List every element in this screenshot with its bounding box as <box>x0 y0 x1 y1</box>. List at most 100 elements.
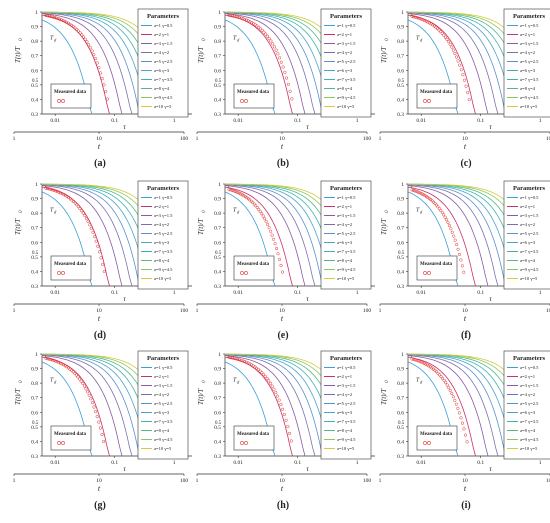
inner-y-axis-label-sub: d <box>54 380 57 385</box>
inner-x-tick-label: 1 <box>173 460 176 466</box>
x-tick-label: 10 <box>96 136 102 142</box>
measured-data-box <box>416 255 458 281</box>
legend: Parameters a=1 γ=0.5 a=2 γ=1 a=3 γ=1.5 a=4 γ… <box>320 8 372 118</box>
y-axis-label: T(t)/T <box>380 388 388 405</box>
series-line <box>224 12 323 115</box>
legend: Parameters a=1 γ=0.5 a=2 γ=1 a=3 γ=1.5 a=4 γ… <box>137 180 189 290</box>
measured-point <box>467 98 471 102</box>
x-tick-label: 10 <box>279 478 285 484</box>
inner-x-tick-label: 0.01 <box>233 290 243 296</box>
measured-point <box>246 361 250 365</box>
measured-point <box>233 189 237 193</box>
legend-entry-label: a=2 γ=1 <box>520 204 536 209</box>
measured-point <box>55 189 59 194</box>
y-axis-label-group: T(t)/T 0 <box>14 210 24 235</box>
y-axis-label-group: T(t)/T 0 <box>380 380 390 405</box>
measured-point <box>260 371 264 375</box>
legend-title: Parameters <box>330 13 363 20</box>
measured-point <box>461 73 465 77</box>
measured-point <box>104 90 108 94</box>
inner-x-tick-label: 0.1 <box>111 290 118 296</box>
y-axis-label-sub: 0 <box>385 38 390 41</box>
legend-entry-label: a=10 γ=5 <box>154 276 172 281</box>
measured-point <box>419 360 423 364</box>
measured-point <box>51 15 55 19</box>
measured-point <box>418 17 422 21</box>
inner-x-tick-label: 0.01 <box>233 460 243 466</box>
measured-point <box>54 359 58 363</box>
measured-point <box>423 18 427 23</box>
x-tick-label: 1 <box>13 136 16 142</box>
measured-point <box>444 218 449 222</box>
legend-entry-label: a=3 γ=1.5 <box>154 213 173 218</box>
inner-y-axis-label: T <box>50 36 54 42</box>
series-line <box>41 191 93 287</box>
measured-point <box>228 188 233 192</box>
measured-point <box>97 420 101 424</box>
measured-point <box>413 15 417 19</box>
legend-entry-label: a=2 γ=1 <box>337 204 353 209</box>
measured-marker-icon <box>423 441 427 445</box>
measured-point <box>265 376 269 381</box>
measured-point <box>422 361 426 365</box>
legend-entry-label: a=8 γ=4 <box>520 428 536 433</box>
series-line <box>224 354 316 457</box>
y-axis-label-sub: 0 <box>202 38 207 41</box>
legend-entry-label: a=7 γ=3.5 <box>337 77 356 82</box>
y-tick-label: 0.3 <box>397 284 404 290</box>
x-tick-label: 100 <box>180 308 189 314</box>
measured-point <box>61 19 65 23</box>
measured-point <box>239 358 243 362</box>
measured-point <box>232 14 236 18</box>
y-tick-label: 0.8 <box>214 39 221 45</box>
series-line <box>224 361 276 457</box>
x-tick-label: 1 <box>196 136 199 142</box>
measured-point <box>230 14 235 18</box>
measured-point <box>290 97 294 101</box>
measured-point <box>62 363 66 367</box>
x-axis-label: t <box>98 142 101 151</box>
measured-marker-icon <box>244 271 248 275</box>
measured-point <box>262 372 266 376</box>
inner-y-tick-label: 0.5 <box>215 251 222 256</box>
y-tick-label: 0.4 <box>397 97 404 103</box>
measured-marker-icon <box>61 271 65 275</box>
measured-point <box>244 360 248 364</box>
measured-point <box>256 368 260 372</box>
y-tick-label: 0.6 <box>397 410 404 416</box>
measured-point <box>462 427 466 431</box>
measured-point <box>59 191 63 195</box>
series-line <box>41 12 140 115</box>
measured-point <box>236 191 240 195</box>
measured-point <box>443 215 447 219</box>
y-tick-label: 1 <box>401 10 404 16</box>
measured-point <box>95 415 99 419</box>
y-tick-label: 0.9 <box>214 197 221 203</box>
measured-point <box>419 191 423 195</box>
inner-y-axis-label-sub: d <box>54 38 57 43</box>
measured-point <box>441 376 445 380</box>
measured-point <box>447 386 451 390</box>
chart-panel-h: 10.90.80.70.60.50.40.3T d10.50.01 0.1 1τ1 10… <box>196 350 375 493</box>
measured-point <box>451 48 455 52</box>
measured-point <box>258 369 262 373</box>
measured-point <box>269 39 273 43</box>
measured-point <box>436 205 440 209</box>
measured-point <box>80 209 84 213</box>
measured-point <box>425 363 429 367</box>
measured-point <box>241 17 245 21</box>
measured-point <box>49 15 53 19</box>
y-tick-label: 0.3 <box>397 454 404 460</box>
legend-title: Parameters <box>147 13 180 20</box>
measured-point <box>234 357 238 361</box>
y-tick-label: 0.6 <box>397 68 404 74</box>
measured-point <box>286 82 290 86</box>
y-axis-label: T(t)/T <box>14 46 22 63</box>
inner-y-axis-label-sub: d <box>54 210 57 215</box>
measured-point <box>445 37 449 41</box>
legend-entry-label: a=10 γ=5 <box>154 446 172 451</box>
legend-entry-label: a=3 γ=1.5 <box>520 383 539 388</box>
series-line <box>41 354 140 457</box>
measured-point <box>456 406 460 410</box>
measured-point <box>267 36 271 41</box>
